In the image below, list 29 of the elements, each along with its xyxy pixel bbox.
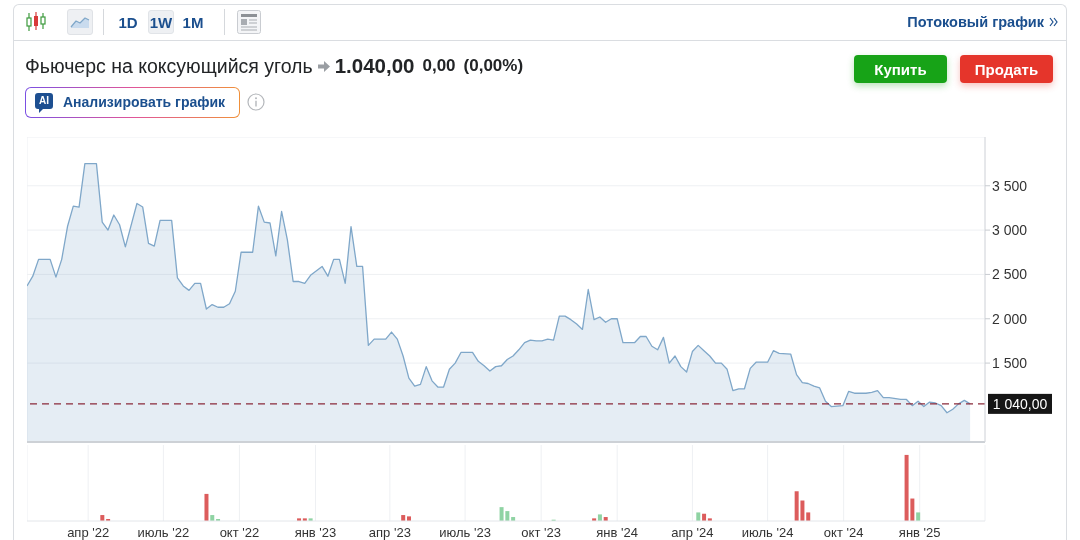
buy-button: Купить (854, 55, 947, 83)
x-tick-label: янв '24 (596, 525, 639, 540)
x-tick-label: окт '22 (219, 525, 260, 540)
text: 1D (118, 13, 138, 31)
text: 0,00 (422, 56, 456, 76)
text: 1.040,00 (334, 54, 415, 78)
text: 1M (182, 13, 204, 31)
x-tick-label: апр '24 (671, 525, 714, 540)
x-tick-label: окт '23 (521, 525, 561, 540)
x-tick-label: апр '23 (368, 525, 411, 540)
y-tick-label: 3 500 (992, 177, 1028, 194)
text: Потоковый график (907, 14, 1044, 30)
chart-title: Фьючерс на коксующийся уголь (25, 54, 313, 78)
sell-button: Продать (960, 55, 1053, 83)
x-tick-label: июль '22 (137, 525, 190, 540)
ref-line-label: 1 040,00 (992, 395, 1048, 412)
y-tick-label: 2 500 (992, 266, 1028, 283)
y-tick-label: 1 500 (992, 355, 1028, 372)
x-tick-label: июль '23 (439, 525, 491, 540)
text: (0,00%) (463, 56, 524, 76)
x-tick-label: июль '24 (741, 525, 794, 540)
x-tick-label: апр '22 (67, 525, 110, 540)
analyze-button: AI Анализировать график (25, 87, 240, 118)
y-tick-label: 2 000 (992, 310, 1028, 327)
x-tick-label: окт '24 (823, 525, 864, 540)
y-tick-label: 3 000 (992, 222, 1028, 239)
x-tick-label: янв '25 (898, 525, 941, 540)
chat-bubble-icon: AI (35, 93, 53, 113)
x-tick-label: янв '23 (294, 525, 337, 540)
